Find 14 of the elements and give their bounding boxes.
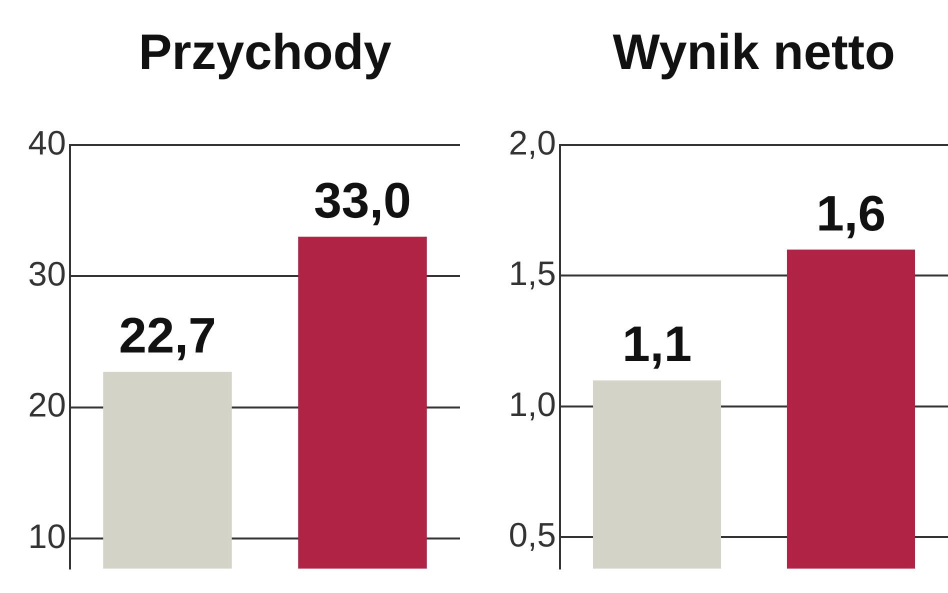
data-label: 1,1 (622, 316, 692, 372)
chart-title: Przychody (138, 24, 392, 80)
y-tick-label: 1,5 (508, 255, 556, 294)
y-tick-label: 10 (28, 518, 66, 556)
chart-title: Wynik netto (612, 24, 896, 80)
y-tick-label: 20 (28, 386, 66, 425)
y-tick-label: 0,5 (508, 516, 556, 555)
y-tick-label: 40 (28, 124, 66, 162)
data-label: 22,7 (118, 308, 216, 364)
data-label: 1,6 (816, 185, 886, 242)
data-label: 33,0 (314, 172, 412, 229)
y-tick-label: 1,0 (508, 386, 556, 424)
y-tick-label: 30 (28, 256, 66, 294)
y-tick-label: 2,0 (508, 124, 556, 162)
